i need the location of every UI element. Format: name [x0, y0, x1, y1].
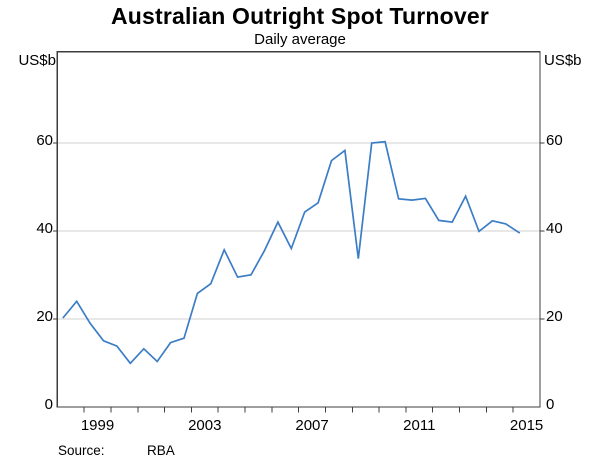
- x-tick-label-2015: 2015: [509, 417, 544, 434]
- y-tick-label-right-60: 60: [546, 131, 563, 149]
- source-label: Source:: [58, 443, 105, 458]
- y-tick-label-right-0: 0: [546, 395, 555, 413]
- right-axis-unit-label: US$b: [544, 52, 582, 69]
- y-tick-label-right-40: 40: [546, 219, 563, 237]
- y-tick-label-left-0: 0: [44, 395, 53, 413]
- x-tick-label-2003: 2003: [188, 417, 222, 434]
- chart-title: Australian Outright Spot Turnover: [110, 3, 489, 29]
- source-value: RBA: [147, 443, 175, 458]
- x-tick-label-2011: 2011: [403, 417, 436, 434]
- data-line-spot-turnover: [62, 140, 521, 365]
- chart-subtitle: Daily average: [254, 31, 346, 48]
- y-tick-label-left-60: 60: [36, 131, 53, 149]
- y-tick-label-right-20: 20: [546, 307, 563, 325]
- y-tick-label-left-40: 40: [36, 219, 53, 237]
- left-axis-unit-label: US$b: [18, 52, 56, 69]
- y-tick-label-left-20: 20: [36, 307, 53, 325]
- x-tick-label-2007: 2007: [295, 417, 329, 434]
- x-tick-label-1999: 1999: [80, 417, 115, 434]
